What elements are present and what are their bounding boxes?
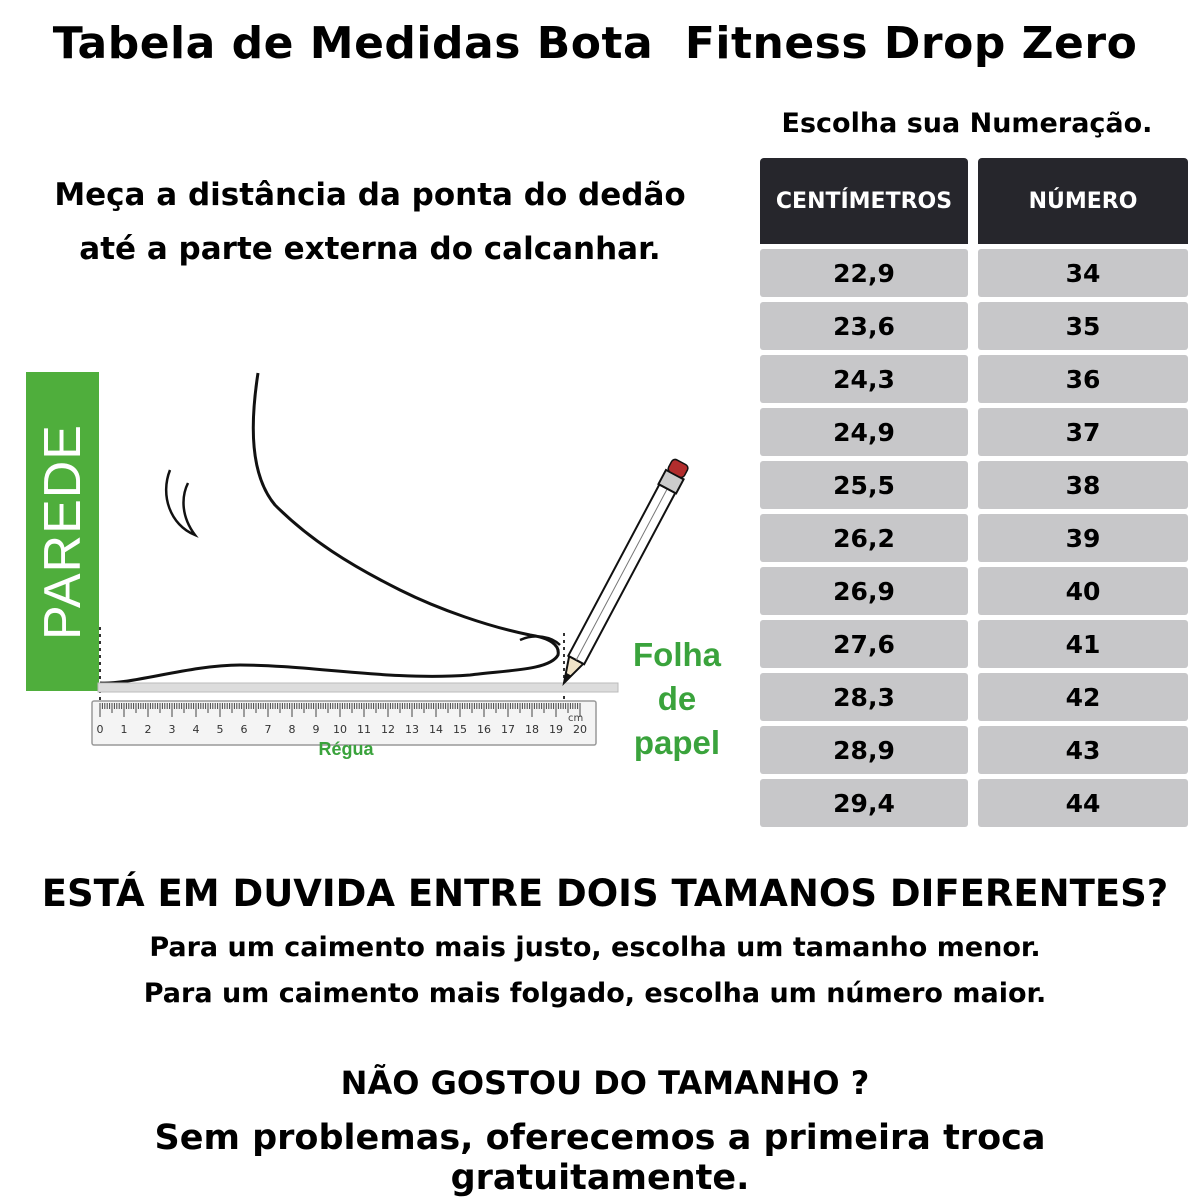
centimeters-column: CENTÍMETROS 22,9 23,6 24,3 24,9 25,5 26,… (760, 158, 968, 827)
foot-outline-icon (99, 372, 560, 685)
loose-fit-tip: Para um caimento mais folgado, escolha u… (143, 978, 1047, 1009)
table-cell-size: 44 (978, 779, 1188, 827)
ruler-tick-label: 12 (381, 723, 395, 736)
ruler-tick-label: 9 (313, 723, 320, 736)
pencil-icon (562, 458, 689, 687)
page-title: Tabela de Medidas Bota Fitness Drop Zero (52, 18, 1138, 69)
ruler-tick-label: 16 (477, 723, 491, 736)
ruler-label: Régua (318, 739, 374, 759)
ruler-tick-label: 7 (265, 723, 272, 736)
free-exchange-text: Sem problemas, oferecemos a primeira tro… (154, 1118, 1046, 1198)
size-table: CENTÍMETROS 22,9 23,6 24,3 24,9 25,5 26,… (760, 158, 1192, 838)
ruler-tick-label: 2 (145, 723, 152, 736)
ruler-tick-label: 5 (217, 723, 224, 736)
ruler-tick-label: 6 (241, 723, 248, 736)
wall-panel: PAREDE (26, 372, 99, 691)
ruler-tick-label: 10 (333, 723, 347, 736)
ruler-tick-label: 15 (453, 723, 467, 736)
paper-label-line-2: de (657, 680, 697, 717)
paper-label-line-3: papel (633, 724, 721, 761)
instruction-line-1: Meça a distância da ponta do dedão (54, 177, 686, 213)
centimeters-header: CENTÍMETROS (760, 158, 968, 244)
ruler-ticks: 0 1 2 3 4 5 6 7 8 9 10 11 12 13 14 15 16 17 18 19 20 (97, 703, 587, 736)
number-header: NÚMERO (978, 158, 1188, 244)
ruler (91, 700, 597, 746)
ruler-tick-label: 0 (97, 723, 104, 736)
paper-label-line-1: Folha (633, 636, 721, 673)
table-cell-size: 37 (978, 408, 1188, 456)
foot-measuring-illustration: 0 1 2 3 4 5 6 7 8 9 10 11 12 13 14 15 16 17 18 19 20 cm Régu… (91, 372, 689, 759)
ruler-tick-label: 20 (573, 723, 587, 736)
ruler-tick-label: 18 (525, 723, 539, 736)
table-cell-size: 39 (978, 514, 1188, 562)
ruler-unit: cm (568, 713, 583, 724)
ruler-tick-label: 13 (405, 723, 419, 736)
table-cell-cm: 27,6 (760, 620, 968, 668)
table-cell-cm: 23,6 (760, 302, 968, 350)
table-cell-cm: 24,3 (760, 355, 968, 403)
table-cell-cm: 24,9 (760, 408, 968, 456)
table-cell-cm: 28,9 (760, 726, 968, 774)
paper-sheet (97, 682, 619, 693)
table-cell-size: 36 (978, 355, 1188, 403)
ruler-tick-label: 14 (429, 723, 443, 736)
ankle-line (165, 469, 199, 538)
table-cell-size: 42 (978, 673, 1188, 721)
table-cell-cm: 25,5 (760, 461, 968, 509)
ruler-tick-label: 19 (549, 723, 563, 736)
paper-label: Folha de papel (612, 633, 742, 765)
table-cell-size: 40 (978, 567, 1188, 615)
table-cell-size: 41 (978, 620, 1188, 668)
ruler-tick-label: 3 (169, 723, 176, 736)
tight-fit-tip: Para um caimento mais justo, escolha um … (149, 932, 1041, 963)
table-cell-size: 43 (978, 726, 1188, 774)
toe-nail-line (519, 635, 561, 646)
table-cell-cm: 22,9 (760, 249, 968, 297)
ruler-tick-label: 17 (501, 723, 515, 736)
table-cell-cm: 29,4 (760, 779, 968, 827)
exchange-question: NÃO GOSTOU DO TAMANHO ? (340, 1064, 870, 1102)
number-column: NÚMERO 34 35 36 37 38 39 40 41 42 43 44 (978, 158, 1188, 827)
ruler-tick-label: 8 (289, 723, 296, 736)
size-doubt-question: ESTÁ EM DUVIDA ENTRE DOIS TAMANOS DIFERE… (41, 872, 1169, 915)
table-cell-cm: 28,3 (760, 673, 968, 721)
table-cell-size: 35 (978, 302, 1188, 350)
ruler-tick-label: 4 (193, 723, 200, 736)
table-cell-size: 38 (978, 461, 1188, 509)
ruler-tick-label: 1 (121, 723, 128, 736)
wall-label: PAREDE (33, 423, 92, 640)
instruction-line-2: até a parte externa do calcanhar. (79, 231, 661, 267)
table-cell-cm: 26,2 (760, 514, 968, 562)
ruler-tick-label: 11 (357, 723, 371, 736)
table-cell-size: 34 (978, 249, 1188, 297)
table-cell-cm: 26,9 (760, 567, 968, 615)
table-subtitle: Escolha sua Numeração. (781, 108, 1153, 139)
measurement-instruction: Meça a distância da ponta do dedão até a… (10, 168, 730, 276)
